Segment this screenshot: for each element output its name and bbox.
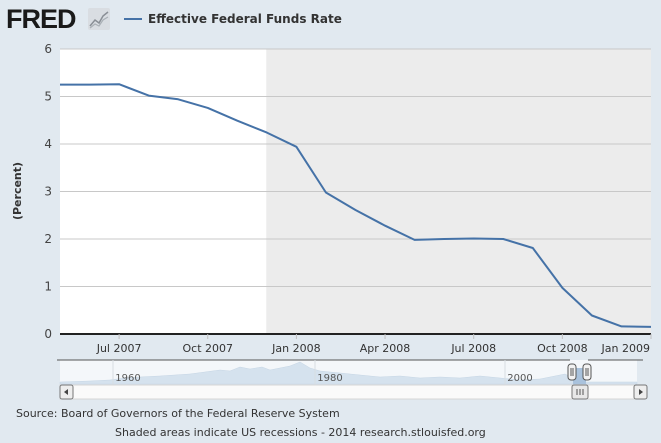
legend-swatch xyxy=(124,18,142,20)
chart-header: FRED Effective Federal Funds Rate xyxy=(0,0,661,38)
y-tick-label: 1 xyxy=(44,280,52,294)
y-tick-label: 5 xyxy=(44,90,52,104)
y-tick-label: 3 xyxy=(44,185,52,199)
navigator-year-label: 1980 xyxy=(317,373,342,384)
legend-item[interactable]: Effective Federal Funds Rate xyxy=(124,10,342,28)
navigator-series-area xyxy=(59,361,638,385)
navigator-left-handle[interactable] xyxy=(567,363,577,381)
legend-label: Effective Federal Funds Rate xyxy=(148,12,342,26)
recession-note: Shaded areas indicate US recessions - 20… xyxy=(115,426,486,439)
fred-logo[interactable]: FRED xyxy=(6,4,76,34)
x-tick-label: Jan 2008 xyxy=(271,342,320,355)
y-tick-label: 6 xyxy=(44,42,52,56)
scroll-right-icon xyxy=(639,389,643,395)
x-tick-label: Apr 2008 xyxy=(360,342,411,355)
navigator-year-label: 1960 xyxy=(115,373,140,384)
source-note: Source: Board of Governors of the Federa… xyxy=(16,407,340,420)
series-line xyxy=(60,83,652,328)
x-tick-label: Jan 2009 xyxy=(601,342,650,355)
y-tick-label: 2 xyxy=(44,232,52,246)
x-tick-label: Jul 2007 xyxy=(96,342,142,355)
x-tick-label: Oct 2007 xyxy=(182,342,233,355)
x-tick-label: Jul 2008 xyxy=(450,342,496,355)
x-tick-label: Oct 2008 xyxy=(537,342,588,355)
y-axis-label: (Percent) xyxy=(11,162,24,220)
navigator-year-label: 2000 xyxy=(507,373,532,384)
mini-chart-icon xyxy=(88,8,110,30)
scroll-left-icon xyxy=(64,389,68,395)
navigator-right-handle[interactable] xyxy=(582,363,592,381)
navigator-scrollbar-track[interactable] xyxy=(59,384,638,400)
y-tick-label: 4 xyxy=(44,137,52,151)
y-tick-label: 0 xyxy=(44,327,52,341)
